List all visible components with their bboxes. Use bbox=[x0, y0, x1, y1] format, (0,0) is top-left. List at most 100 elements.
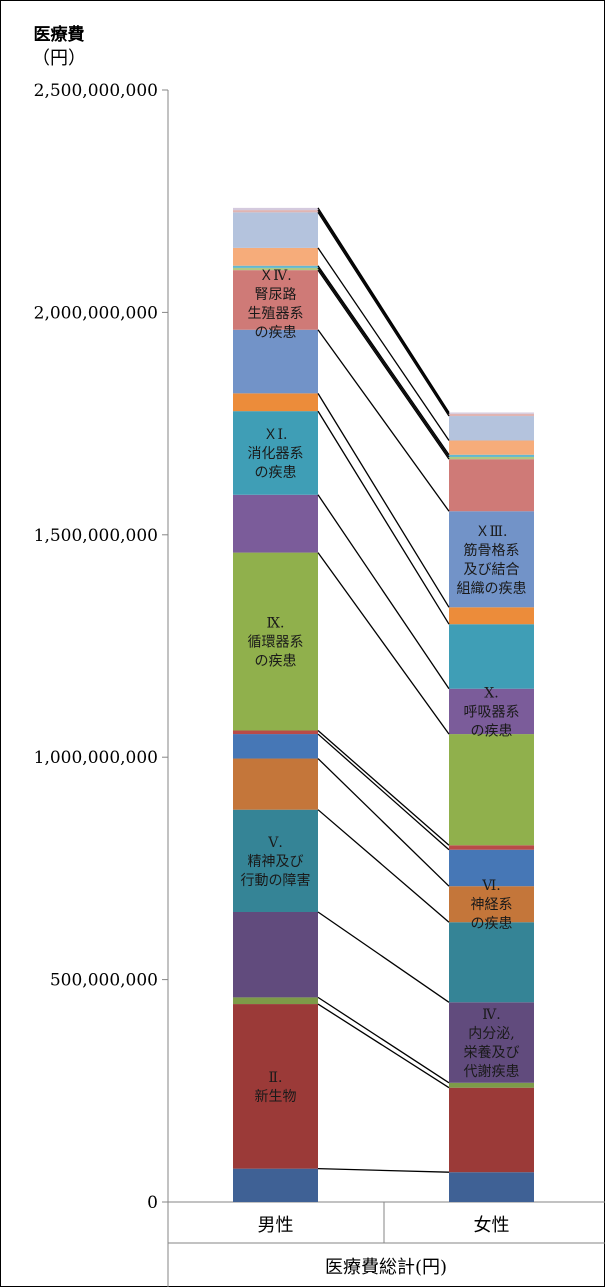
data-label: の疾患 bbox=[471, 723, 513, 739]
data-label: 呼吸器系 bbox=[464, 704, 520, 720]
data-label: 筋骨格系 bbox=[464, 542, 520, 559]
data-label: Ⅴ. bbox=[267, 835, 283, 851]
data-label: の疾患 bbox=[471, 916, 513, 932]
series-line bbox=[317, 996, 450, 1084]
bar-segment bbox=[449, 454, 534, 457]
data-label: 内分泌, bbox=[468, 1026, 514, 1042]
series-line bbox=[317, 247, 450, 441]
series-line bbox=[317, 494, 450, 690]
bar-segment bbox=[233, 207, 318, 211]
series-line bbox=[317, 393, 450, 608]
data-label: ＸⅢ. bbox=[476, 524, 508, 540]
y-tick-label: 1,000,000,000 bbox=[34, 748, 158, 768]
bar-segment bbox=[233, 809, 318, 912]
series-line bbox=[317, 267, 450, 458]
series-line bbox=[317, 809, 450, 923]
data-label: の疾患 bbox=[255, 325, 297, 341]
data-label: の疾患 bbox=[255, 465, 297, 481]
data-label: 生殖器系 bbox=[248, 305, 304, 322]
y-tick-label: 2,500,000,000 bbox=[34, 81, 158, 101]
data-label: 腎尿路 bbox=[255, 287, 297, 303]
bar-segment bbox=[233, 730, 318, 735]
bar-segment bbox=[449, 412, 534, 414]
data-label: 精神及び bbox=[248, 854, 304, 870]
bar-segment bbox=[233, 734, 318, 759]
bar-segment bbox=[449, 416, 534, 441]
x-category-label: 男性 bbox=[258, 1215, 294, 1236]
data-label: 栄養及び bbox=[464, 1044, 520, 1061]
bar-segment bbox=[449, 845, 534, 850]
x-category-label: 女性 bbox=[474, 1215, 510, 1236]
series-line bbox=[317, 410, 450, 625]
bar-segment bbox=[449, 607, 534, 625]
y-tick-label: 1,500,000,000 bbox=[34, 526, 158, 546]
bar-segment bbox=[449, 922, 534, 1003]
bar-segment bbox=[449, 511, 534, 608]
data-label: 神経系 bbox=[471, 897, 513, 913]
bar-segment bbox=[233, 997, 318, 1005]
bar-segment bbox=[233, 758, 318, 810]
series-line bbox=[317, 1003, 450, 1089]
data-label: の疾患 bbox=[255, 654, 297, 670]
y-tick-label: 2,000,000,000 bbox=[34, 303, 158, 323]
bar-segment bbox=[449, 734, 534, 846]
bar-segment bbox=[233, 210, 318, 213]
bar-segment bbox=[233, 411, 318, 495]
series-line bbox=[317, 207, 450, 413]
bar-segment bbox=[233, 1168, 318, 1202]
y-axis-unit: （円） bbox=[32, 48, 86, 69]
data-label: 代謝疾患 bbox=[464, 1064, 520, 1080]
bar-segment bbox=[233, 329, 318, 394]
bar-segment bbox=[233, 247, 318, 266]
bar-segment bbox=[233, 270, 318, 330]
series-line bbox=[317, 733, 450, 851]
bar-segment bbox=[449, 624, 534, 689]
bar-segment bbox=[233, 393, 318, 412]
bar-segment bbox=[449, 886, 534, 923]
bar-segment bbox=[233, 911, 318, 998]
series-line bbox=[317, 1167, 450, 1173]
bar-segment bbox=[233, 552, 318, 731]
y-tick-label: 0 bbox=[147, 1193, 158, 1213]
bar-segment bbox=[449, 1002, 534, 1083]
series-line bbox=[317, 211, 450, 417]
x-axis-title: 医療費総計(円) bbox=[325, 1257, 447, 1278]
data-label: 組織の疾患 bbox=[457, 581, 527, 597]
bar-segment bbox=[233, 1004, 318, 1169]
bar-segment bbox=[449, 413, 534, 417]
bar-segment bbox=[233, 212, 318, 248]
series-line bbox=[317, 911, 450, 1003]
data-label: 及び結合 bbox=[464, 562, 520, 578]
data-label: 新生物 bbox=[255, 1089, 297, 1105]
series-line bbox=[317, 269, 450, 460]
data-label: Ⅱ. bbox=[269, 1070, 283, 1086]
bar-segment bbox=[449, 459, 534, 512]
bar-segment bbox=[233, 265, 318, 268]
data-label: ＸⅠ. bbox=[264, 427, 288, 443]
data-label: 循環器系 bbox=[248, 635, 304, 651]
series-line bbox=[317, 209, 450, 415]
bar-segment bbox=[449, 1172, 534, 1202]
bar-segment bbox=[449, 688, 534, 735]
data-label: Ⅳ. bbox=[482, 1007, 500, 1023]
series-line bbox=[317, 552, 450, 735]
data-label: 行動の障害 bbox=[241, 873, 311, 889]
series-line bbox=[317, 265, 450, 456]
bar-segment bbox=[449, 849, 534, 887]
data-label: ＸⅣ. bbox=[259, 268, 291, 284]
bar-segment bbox=[449, 456, 534, 460]
y-tick-label: 500,000,000 bbox=[50, 971, 158, 991]
series-line bbox=[317, 758, 450, 887]
data-label: Ⅵ. bbox=[481, 878, 501, 894]
data-label: Ⅹ. bbox=[484, 685, 498, 701]
data-label: Ⅸ. bbox=[267, 616, 285, 632]
bar-segment bbox=[449, 1082, 534, 1088]
bar-segment bbox=[449, 440, 534, 455]
bar-segment bbox=[233, 494, 318, 553]
data-label: 消化器系 bbox=[248, 446, 304, 462]
bar-segment bbox=[233, 267, 318, 271]
series-line bbox=[317, 329, 450, 512]
y-axis-title: 医療費 bbox=[33, 25, 85, 45]
series-line bbox=[317, 730, 450, 846]
